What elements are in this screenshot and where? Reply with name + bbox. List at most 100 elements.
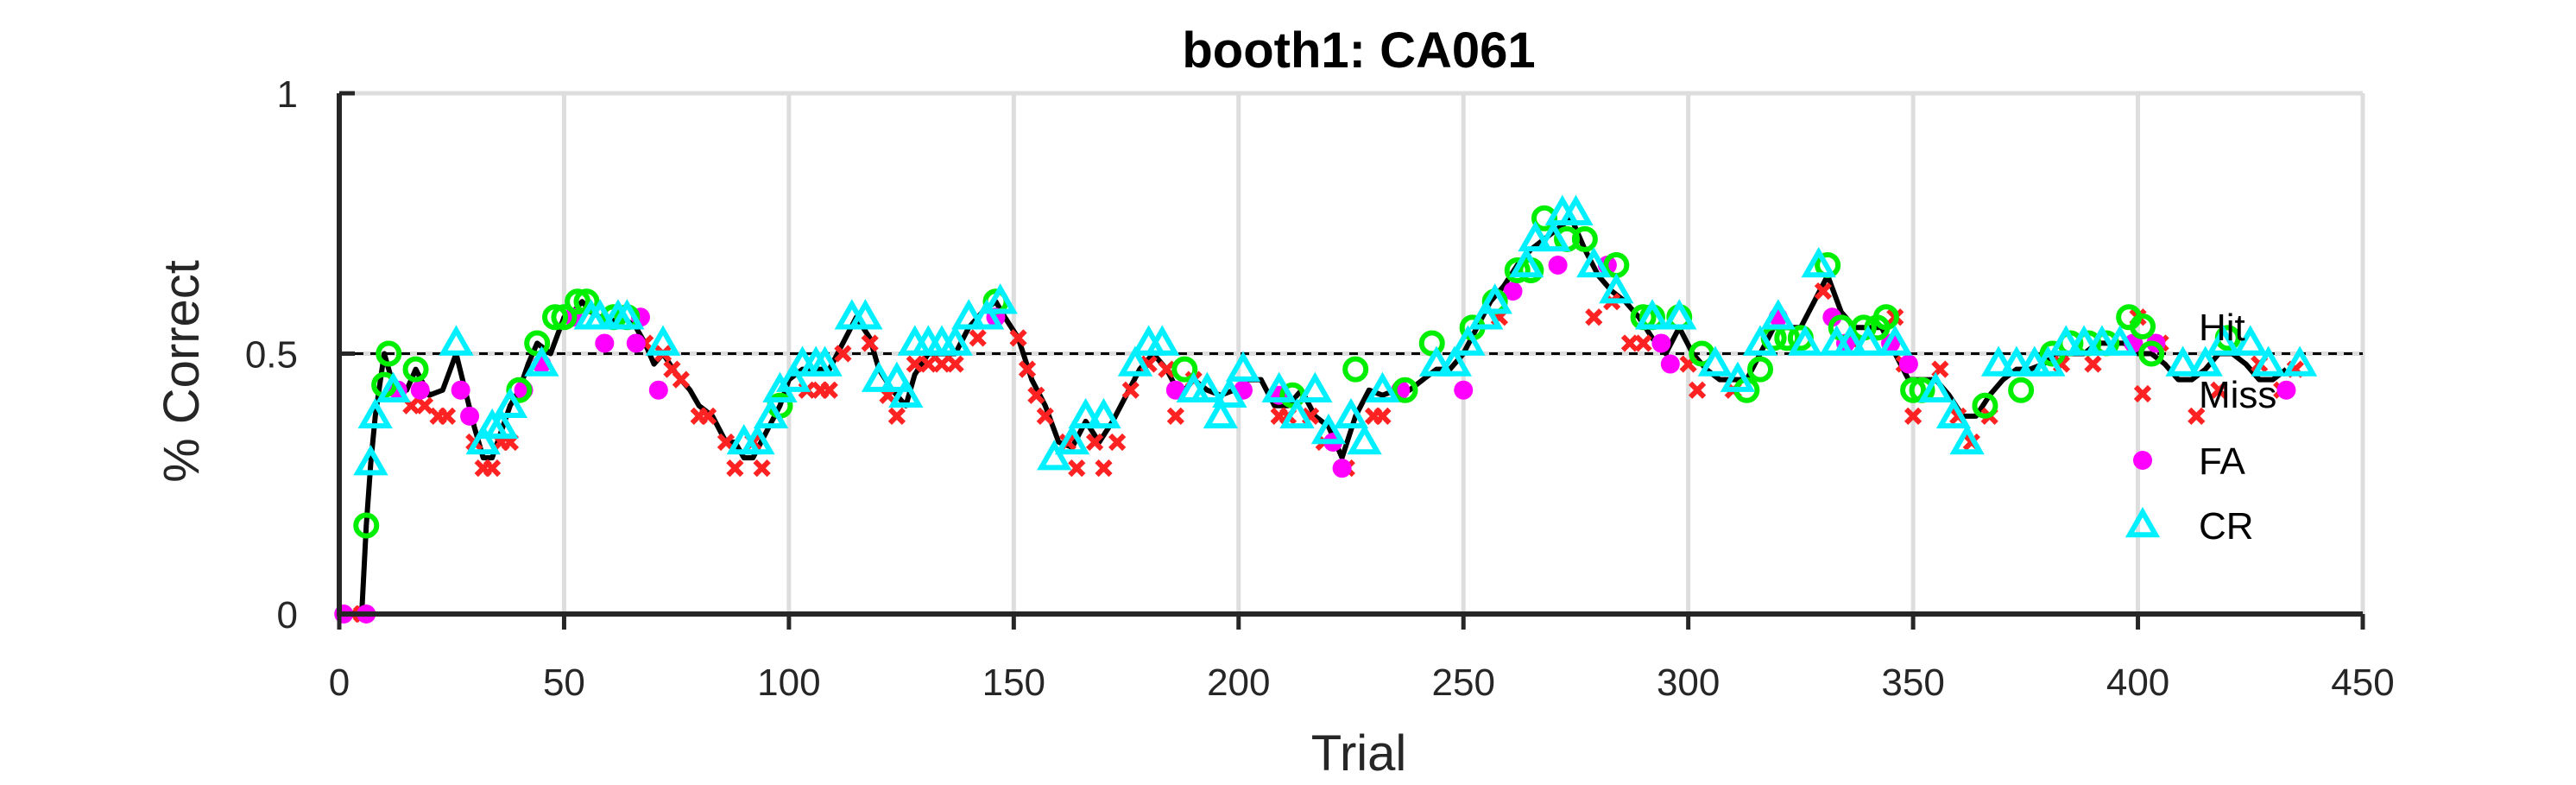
hit-marker — [1418, 330, 1445, 357]
fa-marker — [1165, 380, 1185, 400]
cr-marker — [775, 361, 811, 392]
cr-marker — [376, 371, 411, 402]
cr-marker — [353, 445, 388, 476]
fa-marker — [1898, 354, 1918, 374]
legend-label-miss: Miss — [2199, 374, 2276, 416]
cr-marker — [1720, 361, 1756, 392]
hit-marker — [1342, 356, 1369, 383]
fa-marker — [595, 333, 615, 353]
miss-marker — [1068, 459, 1086, 478]
cr-legend-marker — [2125, 506, 2161, 538]
x-tick-label: 150 — [982, 662, 1045, 704]
cr-marker — [1760, 299, 1796, 330]
cr-marker — [2165, 345, 2200, 377]
cr-marker — [1068, 397, 1103, 429]
cr-marker — [645, 325, 681, 356]
miss-marker — [1027, 386, 1045, 404]
y-tick-labels: 00.51 — [245, 73, 298, 636]
data-markers — [334, 194, 2318, 624]
x-tick-labels: 0 50 100 150 200 250 300 350 400 450 — [329, 662, 2395, 704]
miss-marker — [861, 334, 879, 352]
cr-marker — [465, 423, 501, 455]
cr-marker — [2084, 325, 2120, 356]
miss-marker — [1620, 334, 1639, 352]
cr-marker — [1450, 325, 1486, 356]
cr-marker — [1279, 397, 1315, 429]
fa-marker — [1651, 333, 1671, 353]
hit-legend-marker — [2130, 313, 2156, 339]
cr-marker — [1310, 413, 1347, 445]
cr-marker — [1054, 423, 1090, 455]
cr-marker — [357, 397, 393, 429]
hit-marker — [1872, 304, 1899, 331]
cr-marker — [1998, 345, 2035, 377]
hit-marker — [1171, 356, 1198, 383]
miss-marker — [717, 433, 736, 452]
cr-marker — [1558, 194, 1594, 225]
x-axis-label: Trial — [1311, 725, 1407, 782]
cr-marker — [1634, 299, 1670, 330]
fa-marker — [1660, 354, 1680, 374]
cr-marker — [1418, 345, 1455, 377]
hit-marker — [542, 304, 569, 331]
x-tick-label: 250 — [1432, 662, 1495, 704]
hit-marker — [1571, 225, 1598, 252]
cr-marker — [1190, 371, 1225, 402]
cr-marker — [1333, 397, 1369, 429]
x-tick-label: 450 — [2331, 662, 2394, 704]
miss-marker — [1585, 308, 1603, 326]
cr-marker — [1261, 371, 1297, 402]
cr-marker — [807, 345, 843, 377]
fa-marker — [1332, 459, 1352, 478]
miss-marker — [1634, 334, 1652, 352]
cr-marker — [1212, 377, 1247, 408]
miss-marker — [2084, 355, 2102, 373]
miss-marker — [1373, 407, 1392, 425]
fa-marker — [1822, 307, 1842, 327]
cr-marker — [2251, 345, 2286, 377]
cr-marker — [969, 299, 1005, 330]
cr-marker — [483, 408, 519, 440]
hit-marker — [1972, 392, 1998, 419]
cr-marker — [2282, 345, 2318, 377]
cr-marker — [492, 387, 528, 419]
cr-marker — [1536, 220, 1571, 252]
cr-marker — [982, 283, 1018, 314]
miss-marker — [699, 407, 717, 425]
x-tick-label: 50 — [543, 662, 585, 704]
cr-marker — [1365, 371, 1400, 402]
miss-marker — [1814, 282, 1833, 301]
cr-marker — [2232, 325, 2268, 356]
cr-marker — [753, 397, 789, 429]
cr-marker — [1833, 325, 1868, 356]
legend-label-hit: Hit — [2199, 307, 2245, 349]
cr-marker — [848, 299, 883, 330]
cr-marker — [1850, 325, 1886, 356]
miss-marker — [1121, 381, 1140, 399]
miss-marker — [483, 459, 502, 478]
cr-marker — [1037, 440, 1072, 471]
x-tick-label: 350 — [1881, 662, 1944, 704]
miss-marker — [438, 407, 457, 425]
fa-legend-marker — [2133, 451, 2152, 470]
hit-marker — [1900, 377, 1927, 403]
axes — [337, 91, 2365, 630]
cr-marker — [2188, 345, 2223, 377]
fa-marker — [1454, 380, 1474, 400]
cr-marker — [2206, 325, 2241, 356]
hit-marker — [376, 340, 402, 367]
cr-marker — [1576, 246, 1612, 278]
cr-marker — [1662, 299, 1697, 330]
fa-marker — [2276, 380, 2296, 400]
miss-marker — [1166, 407, 1184, 425]
hit-marker — [565, 288, 591, 315]
cr-marker — [1145, 325, 1180, 356]
hit-marker — [353, 512, 380, 539]
cr-marker — [1697, 345, 1733, 377]
cr-marker — [1477, 283, 1512, 314]
cr-marker — [951, 299, 987, 330]
cr-marker — [439, 325, 474, 356]
miss-marker — [1085, 433, 1104, 452]
miss-marker — [672, 370, 690, 389]
miss-marker — [2210, 381, 2228, 399]
